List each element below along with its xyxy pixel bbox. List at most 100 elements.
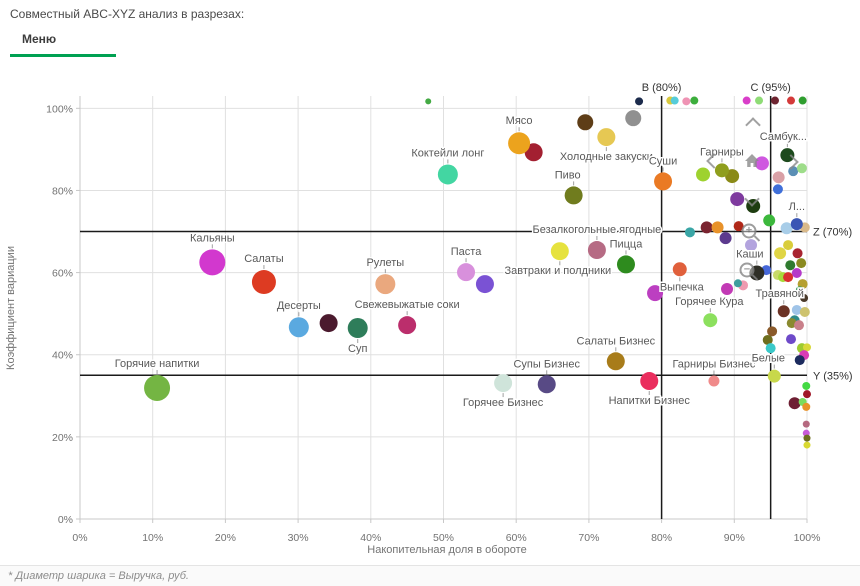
bubble[interactable] [719, 232, 732, 245]
bubble-Мясо[interactable] [508, 132, 531, 155]
bubble[interactable] [577, 114, 594, 131]
bubble-Горячие напитки[interactable] [144, 374, 171, 401]
bubble[interactable] [762, 334, 773, 345]
bubble-Самбук...[interactable] [780, 148, 795, 163]
bubble-Выпечка[interactable] [672, 262, 687, 277]
bubble[interactable] [783, 272, 794, 283]
bubble[interactable] [792, 248, 803, 259]
bubble[interactable] [524, 143, 543, 162]
bubble[interactable] [682, 97, 691, 106]
bubble[interactable] [670, 96, 679, 105]
bubble[interactable] [785, 260, 796, 271]
bubble-Завтраки и полдники[interactable] [550, 242, 569, 261]
bubble[interactable] [788, 166, 799, 177]
bubble-Паста[interactable] [457, 263, 476, 282]
bubble-Травяной[interactable] [777, 305, 790, 318]
bubble-chart-canvas[interactable]: 0% 10% 20% 30% 40% 50% 60% 70% 80% 90% 100% 0% 20% 40… [0, 0, 860, 565]
bubble[interactable] [802, 420, 810, 428]
bubble[interactable] [730, 192, 745, 207]
bubble-Напитки Бизнес[interactable] [640, 372, 659, 391]
pan-down-button[interactable] [744, 191, 760, 207]
bubble[interactable] [625, 110, 642, 127]
bubble[interactable] [787, 96, 796, 105]
bubble[interactable] [772, 184, 783, 195]
bubble[interactable] [794, 355, 805, 366]
bubble[interactable] [780, 222, 793, 235]
bubble-Горячее Кура[interactable] [703, 313, 718, 328]
bubble[interactable] [802, 402, 811, 411]
bubble[interactable] [800, 294, 809, 303]
bubble-Салаты Бизнес[interactable] [606, 352, 625, 371]
bubble[interactable] [690, 96, 699, 105]
bubble[interactable] [794, 320, 805, 331]
bubble[interactable] [803, 434, 811, 442]
tab-menu[interactable]: Меню [10, 32, 116, 57]
bubble[interactable] [763, 214, 776, 227]
bubble[interactable] [783, 240, 794, 251]
bubble-Коктейли лонг[interactable] [437, 164, 458, 185]
bubble[interactable] [711, 221, 724, 234]
home-button[interactable] [744, 153, 760, 173]
bubble[interactable] [802, 381, 811, 390]
bubble-Пиво[interactable] [564, 186, 583, 205]
y-tick-label: 0% [58, 514, 73, 526]
bubble[interactable] [742, 96, 751, 105]
bubble[interactable] [319, 314, 338, 333]
bubble-Холодные закуски[interactable] [597, 128, 616, 147]
bubble[interactable] [795, 286, 804, 295]
bubble[interactable] [700, 221, 713, 234]
bubble-Белые[interactable] [767, 369, 781, 383]
bubble[interactable] [746, 199, 761, 214]
bubble[interactable] [647, 285, 664, 302]
bubble[interactable] [696, 167, 711, 182]
bubble[interactable] [774, 247, 787, 260]
zoom-in-button[interactable]: + [741, 223, 757, 239]
bubble-Гарниры Бизнес[interactable] [708, 375, 720, 387]
bubble[interactable] [771, 96, 780, 105]
bubble[interactable] [725, 169, 740, 184]
bubble[interactable] [745, 239, 758, 252]
pan-right-button[interactable] [783, 154, 799, 170]
bubble-Пицца[interactable] [616, 255, 635, 274]
bubble[interactable] [772, 171, 785, 184]
bubble[interactable] [765, 343, 776, 354]
bubble-Свежевыжатые соки[interactable] [398, 316, 417, 335]
bubble[interactable] [754, 156, 769, 171]
bubble[interactable] [803, 343, 811, 352]
bubble-Рулеты[interactable] [375, 274, 396, 295]
bubble[interactable] [798, 96, 807, 105]
bubble-Горячее Бизнес[interactable] [494, 374, 513, 393]
bubble-Суп[interactable] [347, 318, 368, 339]
bubble[interactable] [721, 283, 734, 296]
bubble[interactable] [767, 326, 778, 337]
bubble-label: Рулеты [366, 257, 404, 269]
bubble-Кальяны[interactable] [199, 249, 226, 276]
bubble[interactable] [796, 163, 807, 174]
bubble[interactable] [733, 279, 742, 288]
bubble[interactable] [799, 307, 810, 318]
bubble[interactable] [796, 258, 807, 269]
bubble[interactable] [635, 97, 644, 106]
x-axis-title: Накопительная доля в обороте [367, 544, 526, 556]
bubble[interactable] [791, 304, 802, 315]
bubble-Супы Бизнес[interactable] [537, 375, 556, 394]
bubble[interactable] [803, 390, 811, 399]
bubble-Гарниры[interactable] [714, 163, 729, 178]
bubble[interactable] [791, 268, 802, 279]
bubble-Л...[interactable] [790, 218, 803, 231]
bubble-Салаты[interactable] [251, 270, 276, 295]
bubble[interactable] [786, 334, 797, 345]
bubble[interactable] [788, 397, 801, 410]
bubble-Безалкогольные ягодные[interactable] [587, 241, 606, 260]
pan-left-button[interactable] [706, 153, 722, 169]
bubble-Десерты[interactable] [288, 317, 309, 338]
bubble[interactable] [755, 96, 764, 105]
bubble-label: Гарниры [700, 146, 744, 158]
bubble-Суши[interactable] [654, 172, 673, 191]
zoom-out-button[interactable]: − [739, 262, 755, 278]
bubble[interactable] [475, 275, 494, 294]
bubble[interactable] [803, 441, 811, 449]
bubble[interactable] [425, 98, 432, 105]
pan-up-button[interactable] [745, 117, 761, 133]
bubble[interactable] [684, 227, 695, 238]
